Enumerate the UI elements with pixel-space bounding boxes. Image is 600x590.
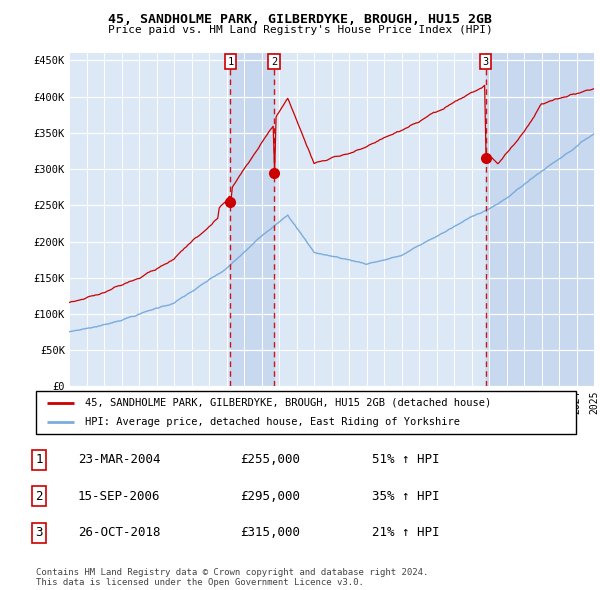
Text: 1: 1: [227, 57, 233, 67]
Text: 2: 2: [271, 57, 277, 67]
Text: 3: 3: [482, 57, 489, 67]
FancyBboxPatch shape: [36, 391, 576, 434]
Bar: [485, 53, 594, 386]
Text: HPI: Average price, detached house, East Riding of Yorkshire: HPI: Average price, detached house, East…: [85, 417, 460, 427]
Text: £255,000: £255,000: [240, 453, 300, 466]
Text: £315,000: £315,000: [240, 526, 300, 539]
Text: Price paid vs. HM Land Registry's House Price Index (HPI): Price paid vs. HM Land Registry's House …: [107, 25, 493, 35]
Bar: [230, 53, 274, 386]
Text: 45, SANDHOLME PARK, GILBERDYKE, BROUGH, HU15 2GB: 45, SANDHOLME PARK, GILBERDYKE, BROUGH, …: [108, 13, 492, 26]
Text: 35% ↑ HPI: 35% ↑ HPI: [372, 490, 439, 503]
Text: 21% ↑ HPI: 21% ↑ HPI: [372, 526, 439, 539]
Text: 26-OCT-2018: 26-OCT-2018: [78, 526, 161, 539]
Text: 15-SEP-2006: 15-SEP-2006: [78, 490, 161, 503]
Text: 51% ↑ HPI: 51% ↑ HPI: [372, 453, 439, 466]
Text: 2: 2: [35, 490, 43, 503]
Text: £295,000: £295,000: [240, 490, 300, 503]
Text: Contains HM Land Registry data © Crown copyright and database right 2024.
This d: Contains HM Land Registry data © Crown c…: [36, 568, 428, 587]
Text: 1: 1: [35, 453, 43, 466]
Text: 23-MAR-2004: 23-MAR-2004: [78, 453, 161, 466]
Text: 45, SANDHOLME PARK, GILBERDYKE, BROUGH, HU15 2GB (detached house): 45, SANDHOLME PARK, GILBERDYKE, BROUGH, …: [85, 398, 491, 408]
Text: 3: 3: [35, 526, 43, 539]
